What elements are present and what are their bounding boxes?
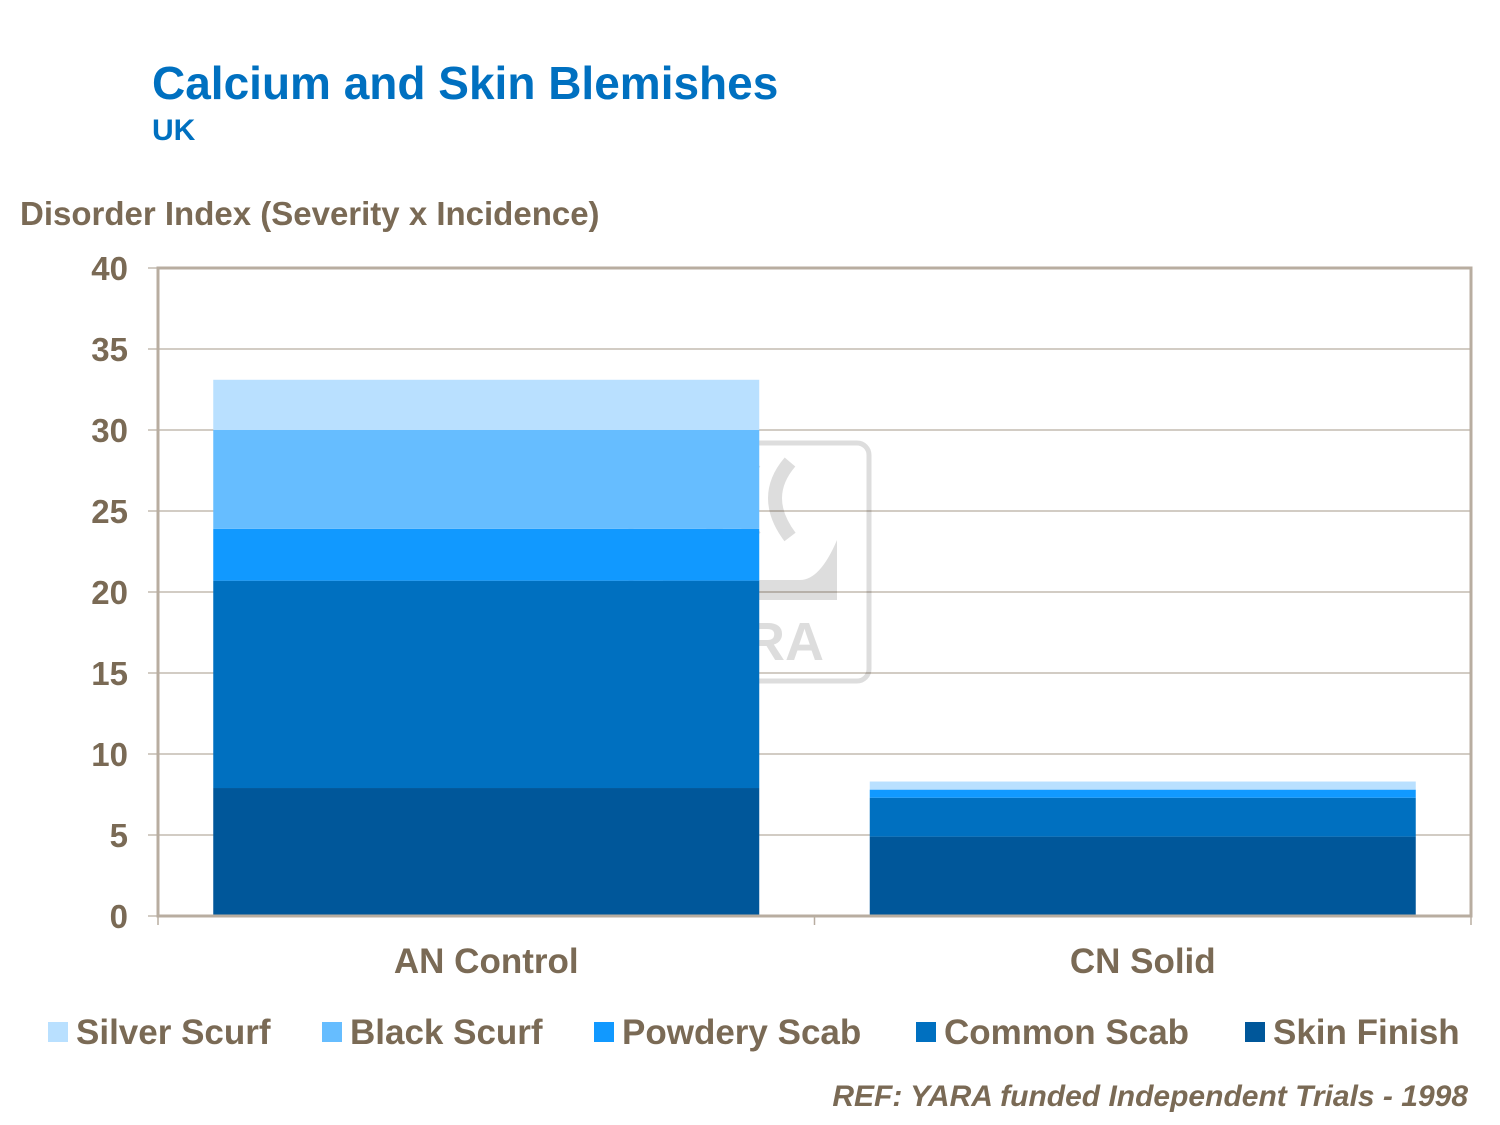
bar-segment-powdery-scab bbox=[869, 789, 1416, 798]
plot-area-border bbox=[156, 266, 1473, 918]
y-tick-label: 20 bbox=[91, 574, 128, 611]
x-tick-label: AN Control bbox=[394, 942, 579, 981]
legend-item: Silver Scurf bbox=[48, 1013, 271, 1052]
reference-note: REF: YARA funded Independent Trials - 19… bbox=[832, 1080, 1468, 1113]
bar-segment-black-scurf bbox=[213, 430, 760, 529]
chart-title: Calcium and Skin Blemishes bbox=[152, 57, 779, 109]
bar-segment-common-scab bbox=[213, 580, 760, 789]
y-tick-label: 0 bbox=[110, 898, 128, 935]
legend-label: Silver Scurf bbox=[76, 1013, 271, 1052]
legend-swatch bbox=[1245, 1022, 1265, 1042]
bar-segment-skin-finish bbox=[213, 788, 760, 916]
legend-swatch bbox=[594, 1022, 614, 1042]
legend-item: Black Scurf bbox=[322, 1013, 543, 1052]
y-tick-label: 35 bbox=[91, 331, 128, 368]
bar-segment-silver-scurf bbox=[869, 781, 1416, 790]
y-tick-label: 30 bbox=[91, 412, 128, 449]
legend-label: Black Scurf bbox=[350, 1013, 543, 1052]
legend-swatch bbox=[916, 1022, 936, 1042]
legend-label: Common Scab bbox=[944, 1013, 1189, 1052]
legend-swatch bbox=[322, 1022, 342, 1042]
y-axis-label: Disorder Index (Severity x Incidence) bbox=[20, 195, 600, 232]
y-tick-label: 15 bbox=[91, 655, 128, 692]
y-tick-label: 25 bbox=[91, 493, 128, 530]
bar-segment-skin-finish bbox=[869, 836, 1416, 916]
legend-item: Powdery Scab bbox=[594, 1013, 861, 1052]
watermark-wave bbox=[768, 457, 796, 542]
legend-label: Powdery Scab bbox=[622, 1013, 861, 1052]
bar-segment-powdery-scab bbox=[213, 528, 760, 581]
y-tick-label: 5 bbox=[110, 817, 128, 854]
bar-segment-common-scab bbox=[869, 797, 1416, 837]
legend-item: Common Scab bbox=[916, 1013, 1189, 1052]
legend-item: Skin Finish bbox=[1245, 1013, 1460, 1052]
y-tick-label: 40 bbox=[91, 250, 128, 287]
legend-swatch bbox=[48, 1022, 68, 1042]
legend-label: Skin Finish bbox=[1273, 1013, 1460, 1052]
x-tick-label: CN Solid bbox=[1070, 942, 1216, 981]
chart-subtitle: UK bbox=[152, 114, 196, 147]
y-tick-label: 10 bbox=[91, 736, 128, 773]
bar-segment-silver-scurf bbox=[213, 379, 760, 430]
